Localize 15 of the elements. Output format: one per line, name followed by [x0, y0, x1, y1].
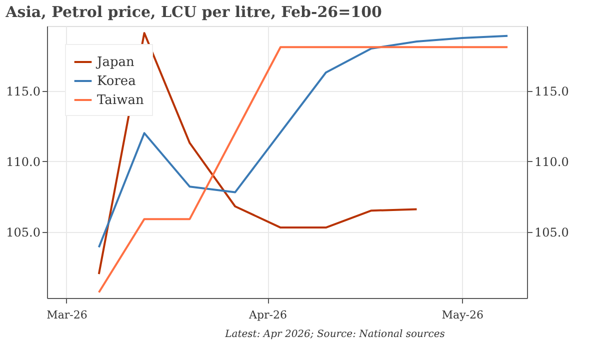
x-tick-label: Apr-26 — [248, 308, 288, 322]
y2-tick-label: 115.0 — [534, 84, 569, 98]
text: Latest: Apr 2026; Source: National sources — [224, 329, 445, 340]
chart-title: Asia, Petrol price, LCU per litre, Feb-26=100 — [4, 3, 382, 21]
y-tick-label: 105.0 — [6, 225, 40, 240]
legend-label: Korea — [97, 74, 136, 89]
y-tick-label: 110.0 — [6, 154, 40, 169]
x-tick-label: May-26 — [442, 308, 484, 322]
line-series — [98, 34, 509, 248]
legend-label: Taiwan — [97, 93, 144, 108]
y2-tick-label: 105.0 — [534, 225, 569, 240]
legend-label: Japan — [95, 55, 136, 70]
x-tick-label: Mar-26 — [46, 308, 88, 322]
y-tick-label: 115.0 — [6, 84, 40, 98]
y2-tick-label: 110.0 — [534, 154, 569, 169]
